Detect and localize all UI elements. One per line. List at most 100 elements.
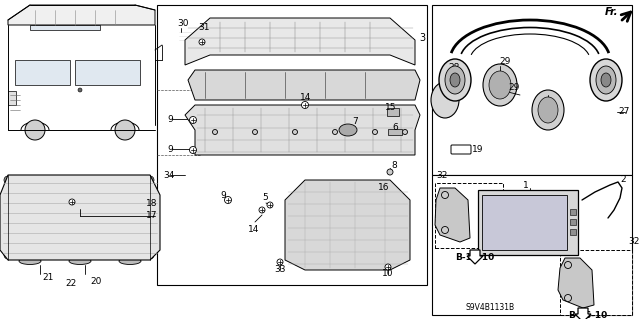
Circle shape (442, 226, 449, 234)
Circle shape (372, 130, 378, 135)
Bar (388, 129, 402, 135)
Text: 20: 20 (90, 277, 101, 286)
Text: 3: 3 (419, 33, 425, 43)
Circle shape (564, 294, 572, 301)
Bar (478, 190, 578, 255)
Ellipse shape (532, 90, 564, 130)
Circle shape (385, 264, 391, 270)
Polygon shape (30, 25, 100, 30)
Text: 34: 34 (163, 170, 174, 180)
Ellipse shape (276, 80, 304, 90)
Ellipse shape (356, 80, 384, 90)
Ellipse shape (236, 80, 264, 90)
Polygon shape (188, 70, 420, 100)
Polygon shape (75, 60, 140, 85)
Bar (432, 175, 632, 315)
Text: 32: 32 (628, 238, 639, 247)
Circle shape (225, 197, 232, 204)
Text: 6: 6 (392, 122, 397, 131)
Circle shape (333, 130, 337, 135)
Circle shape (267, 202, 273, 208)
Circle shape (253, 130, 257, 135)
Bar (435, 183, 503, 248)
Text: 10: 10 (382, 270, 394, 278)
Text: 29: 29 (499, 57, 510, 66)
Circle shape (146, 251, 154, 259)
Polygon shape (575, 308, 591, 319)
Bar (482, 195, 567, 250)
Bar (560, 250, 632, 315)
Bar (178, 28, 192, 45)
Circle shape (115, 120, 135, 140)
Text: 15: 15 (385, 103, 397, 113)
Polygon shape (15, 60, 70, 85)
Ellipse shape (19, 257, 41, 264)
Ellipse shape (386, 80, 414, 90)
Polygon shape (435, 188, 470, 242)
Circle shape (4, 251, 12, 259)
Circle shape (301, 101, 308, 108)
Text: 30: 30 (177, 19, 189, 27)
Circle shape (387, 169, 393, 175)
Bar (157, 5, 427, 285)
Polygon shape (467, 250, 483, 264)
Polygon shape (185, 18, 415, 65)
Circle shape (4, 176, 12, 184)
Text: 9: 9 (167, 145, 173, 153)
Ellipse shape (450, 73, 460, 87)
Text: 33: 33 (274, 265, 285, 275)
Circle shape (212, 130, 218, 135)
Text: 17: 17 (145, 211, 157, 220)
Polygon shape (8, 5, 155, 25)
Ellipse shape (483, 64, 517, 106)
Text: 21: 21 (42, 273, 53, 283)
Text: 5: 5 (262, 194, 268, 203)
Ellipse shape (489, 71, 511, 99)
Circle shape (277, 259, 283, 265)
Text: 18: 18 (145, 198, 157, 207)
Text: B-16-10: B-16-10 (568, 310, 607, 319)
Bar (570, 229, 576, 235)
Text: 14: 14 (248, 226, 259, 234)
Text: 9: 9 (220, 191, 226, 201)
Bar (8, 91, 16, 105)
Ellipse shape (316, 80, 344, 90)
Text: S9V4B1131B: S9V4B1131B (465, 303, 515, 312)
Text: B-16-10: B-16-10 (455, 254, 494, 263)
Text: Fr.: Fr. (604, 7, 618, 17)
Bar (387, 108, 399, 116)
FancyBboxPatch shape (451, 145, 471, 154)
Polygon shape (185, 105, 420, 155)
Ellipse shape (596, 66, 616, 94)
Polygon shape (285, 180, 410, 270)
Ellipse shape (538, 97, 558, 123)
Circle shape (564, 262, 572, 269)
Bar (432, 5, 632, 175)
Circle shape (259, 207, 265, 213)
Ellipse shape (339, 124, 357, 136)
Text: 22: 22 (65, 278, 76, 287)
Ellipse shape (119, 257, 141, 264)
Circle shape (69, 199, 75, 205)
Ellipse shape (196, 80, 224, 90)
Polygon shape (0, 175, 160, 260)
Text: 28: 28 (448, 63, 460, 72)
Circle shape (146, 176, 154, 184)
Circle shape (78, 88, 82, 92)
Text: 27: 27 (619, 108, 630, 116)
Ellipse shape (445, 66, 465, 94)
Bar (570, 209, 576, 215)
Text: 14: 14 (300, 93, 312, 102)
Circle shape (292, 130, 298, 135)
Text: 29: 29 (508, 84, 520, 93)
Ellipse shape (601, 73, 611, 87)
Circle shape (189, 116, 196, 123)
Ellipse shape (590, 59, 622, 101)
Text: 9: 9 (167, 115, 173, 123)
Bar (570, 219, 576, 225)
Text: 31: 31 (198, 24, 209, 33)
Circle shape (25, 120, 45, 140)
Circle shape (403, 130, 408, 135)
Text: 7: 7 (352, 117, 358, 127)
Text: 8: 8 (391, 160, 397, 169)
